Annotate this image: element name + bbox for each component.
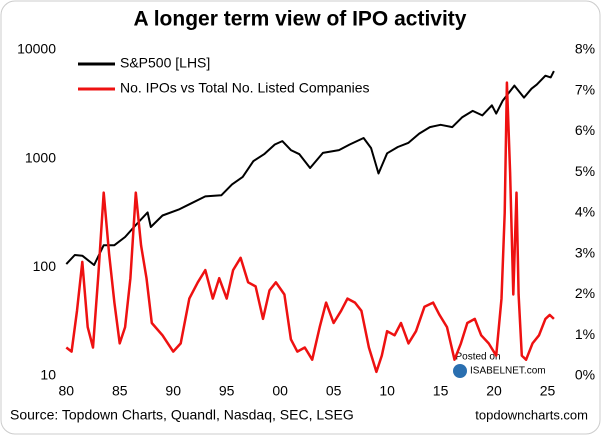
y2-tick-label: 8% <box>575 41 595 57</box>
x-tick-label: 80 <box>58 383 74 399</box>
y2-tick-label: 5% <box>575 163 595 179</box>
x-tick-label: 10 <box>379 383 395 399</box>
y-tick-label: 10000 <box>17 41 56 57</box>
x-tick-label: 20 <box>486 383 502 399</box>
legend-label: S&P500 [LHS] <box>120 55 210 71</box>
x-tick-label: 90 <box>165 383 181 399</box>
legend-label: No. IPOs vs Total No. Listed Companies <box>120 80 370 96</box>
x-tick-label: 15 <box>433 383 449 399</box>
y2-tick-label: 1% <box>575 326 595 342</box>
y2-tick-label: 0% <box>575 367 595 383</box>
x-tick-label: 95 <box>219 383 235 399</box>
y-tick-label: 100 <box>33 258 57 274</box>
x-tick-label: 05 <box>326 383 342 399</box>
y2-tick-label: 2% <box>575 285 595 301</box>
y2-tick-label: 4% <box>575 204 595 220</box>
y-tick-label: 1000 <box>25 149 56 165</box>
y2-tick-label: 6% <box>575 122 595 138</box>
watermark-logo <box>453 364 467 378</box>
y-tick-label: 10 <box>40 367 56 383</box>
source: Source: Topdown Charts, Quandl, Nasdaq, … <box>10 407 354 423</box>
series-line <box>65 70 555 266</box>
series-line <box>65 81 555 374</box>
x-tick-label: 85 <box>112 383 128 399</box>
y2-tick-label: 7% <box>575 81 595 97</box>
x-tick-label: 00 <box>272 383 288 399</box>
credit: topdowncharts.com <box>475 407 588 422</box>
y2-tick-label: 3% <box>575 244 595 260</box>
x-tick-label: 25 <box>540 383 556 399</box>
chart-title: A longer term view of IPO activity <box>134 8 467 31</box>
watermark: Posted on <box>455 352 500 363</box>
watermark: ISABELNET.com <box>470 366 546 377</box>
